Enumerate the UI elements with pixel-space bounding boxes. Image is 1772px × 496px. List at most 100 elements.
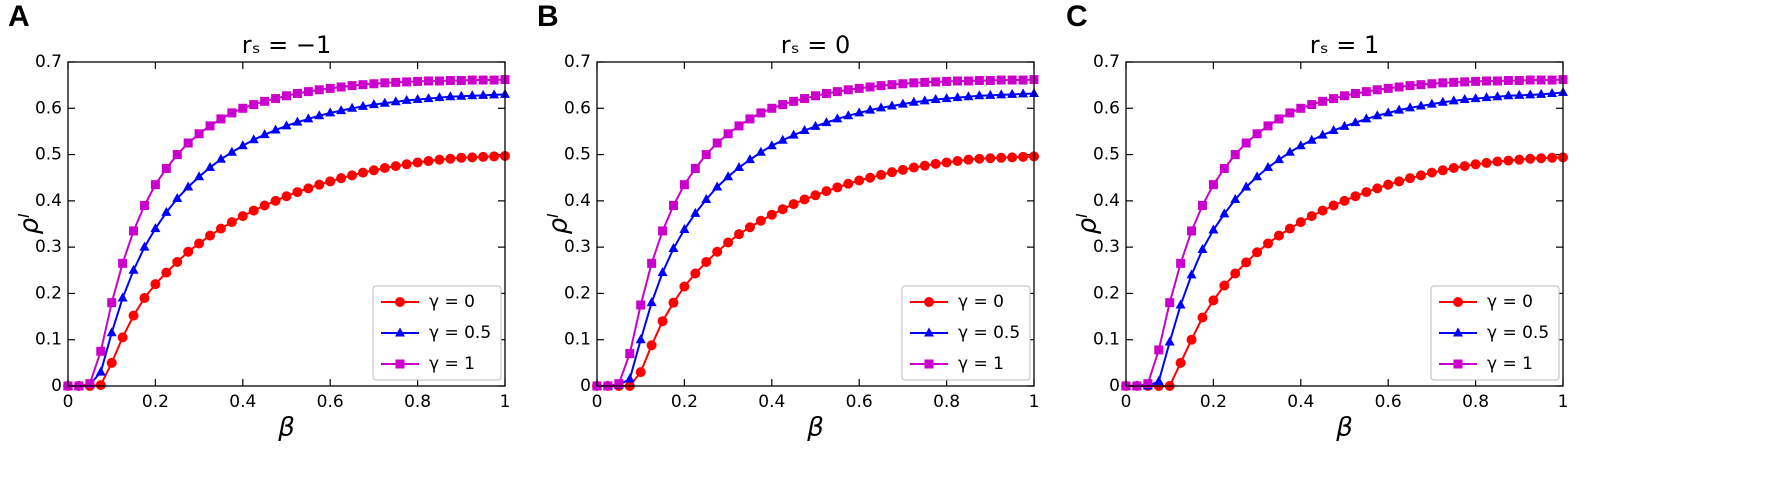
marker	[941, 93, 952, 103]
marker	[865, 172, 876, 183]
marker	[1285, 108, 1295, 118]
marker	[129, 226, 139, 236]
marker	[489, 75, 499, 85]
marker	[1383, 83, 1393, 93]
marker	[489, 89, 500, 99]
marker	[467, 90, 478, 100]
marker	[1372, 110, 1383, 120]
marker	[1415, 100, 1426, 110]
legend-label: γ = 0	[429, 292, 475, 312]
marker	[755, 146, 766, 156]
x-tick-label: 0.2	[142, 392, 169, 412]
legend-label: γ = 0	[958, 292, 1004, 312]
marker	[281, 120, 292, 130]
marker	[445, 91, 456, 101]
marker	[843, 110, 854, 120]
marker	[614, 379, 624, 389]
marker	[1339, 120, 1350, 130]
marker	[1492, 91, 1503, 101]
marker	[843, 178, 854, 189]
marker	[1492, 156, 1503, 167]
y-axis-label: ρˡ	[1073, 213, 1103, 235]
marker	[1252, 171, 1263, 181]
marker	[412, 157, 423, 168]
marker	[1350, 88, 1360, 98]
marker	[963, 91, 974, 101]
marker	[150, 223, 161, 233]
marker	[811, 91, 820, 101]
y-tick-label: 0.7	[564, 52, 591, 72]
marker	[172, 256, 183, 267]
marker	[1481, 157, 1492, 168]
marker	[216, 114, 226, 124]
marker	[368, 165, 379, 176]
marker	[1426, 98, 1437, 108]
marker	[679, 281, 690, 292]
marker	[1317, 129, 1328, 139]
x-tick-label: 0	[1121, 392, 1132, 412]
marker	[778, 100, 788, 110]
y-tick-label: 0.4	[35, 191, 62, 211]
marker	[281, 191, 292, 202]
panel: Brₛ = 0 β ρˡ 0 0.1 0.2 0.3 0.4 0.5 0.6 0.7 0 0.2 0.4 0…	[537, 0, 1039, 443]
marker	[128, 264, 139, 274]
marker	[1339, 195, 1350, 206]
marker	[788, 129, 799, 139]
y-tick-label: 0.6	[564, 98, 591, 118]
marker	[1426, 167, 1437, 178]
marker	[1448, 95, 1459, 105]
marker	[161, 163, 171, 173]
marker	[1307, 100, 1317, 110]
marker	[1394, 176, 1405, 187]
marker	[952, 92, 963, 102]
marker	[270, 124, 281, 134]
marker	[390, 96, 401, 106]
marker	[282, 91, 291, 101]
marker	[1503, 155, 1514, 166]
marker	[1437, 165, 1448, 176]
marker	[395, 327, 405, 337]
marker	[1470, 93, 1481, 103]
plot-frame	[67, 61, 506, 387]
marker	[150, 279, 161, 290]
marker	[1449, 77, 1459, 87]
marker	[810, 120, 821, 130]
marker	[1154, 345, 1164, 355]
marker	[635, 367, 646, 378]
marker	[799, 125, 810, 135]
marker	[1405, 81, 1415, 91]
marker	[139, 200, 149, 210]
marker	[985, 153, 996, 164]
y-axis-label: ρˡ	[544, 213, 574, 235]
x-tick-label: 0.2	[1200, 392, 1227, 412]
x-tick-label: 0.4	[229, 392, 256, 412]
marker	[238, 103, 248, 113]
marker	[974, 76, 984, 86]
marker	[1536, 75, 1546, 85]
marker	[723, 237, 734, 248]
x-tick-label: 0	[592, 392, 603, 412]
plot-frame	[1125, 61, 1564, 387]
marker	[821, 117, 832, 127]
marker	[1230, 193, 1241, 203]
marker	[489, 151, 500, 162]
y-tick-label: 0.7	[1093, 52, 1120, 72]
marker	[161, 206, 172, 216]
marker	[1492, 76, 1502, 86]
marker	[1165, 298, 1175, 308]
marker	[624, 373, 635, 383]
marker	[723, 129, 733, 139]
marker	[1459, 161, 1470, 172]
marker	[1361, 113, 1372, 123]
marker	[303, 183, 314, 194]
marker	[1547, 87, 1558, 97]
marker	[347, 81, 357, 91]
marker	[1252, 247, 1263, 258]
marker	[843, 85, 853, 95]
chart-title: rₛ = 1	[1310, 31, 1379, 59]
marker	[996, 152, 1007, 163]
marker	[161, 267, 172, 278]
marker	[1197, 200, 1207, 210]
marker	[402, 77, 412, 87]
marker	[712, 138, 722, 148]
